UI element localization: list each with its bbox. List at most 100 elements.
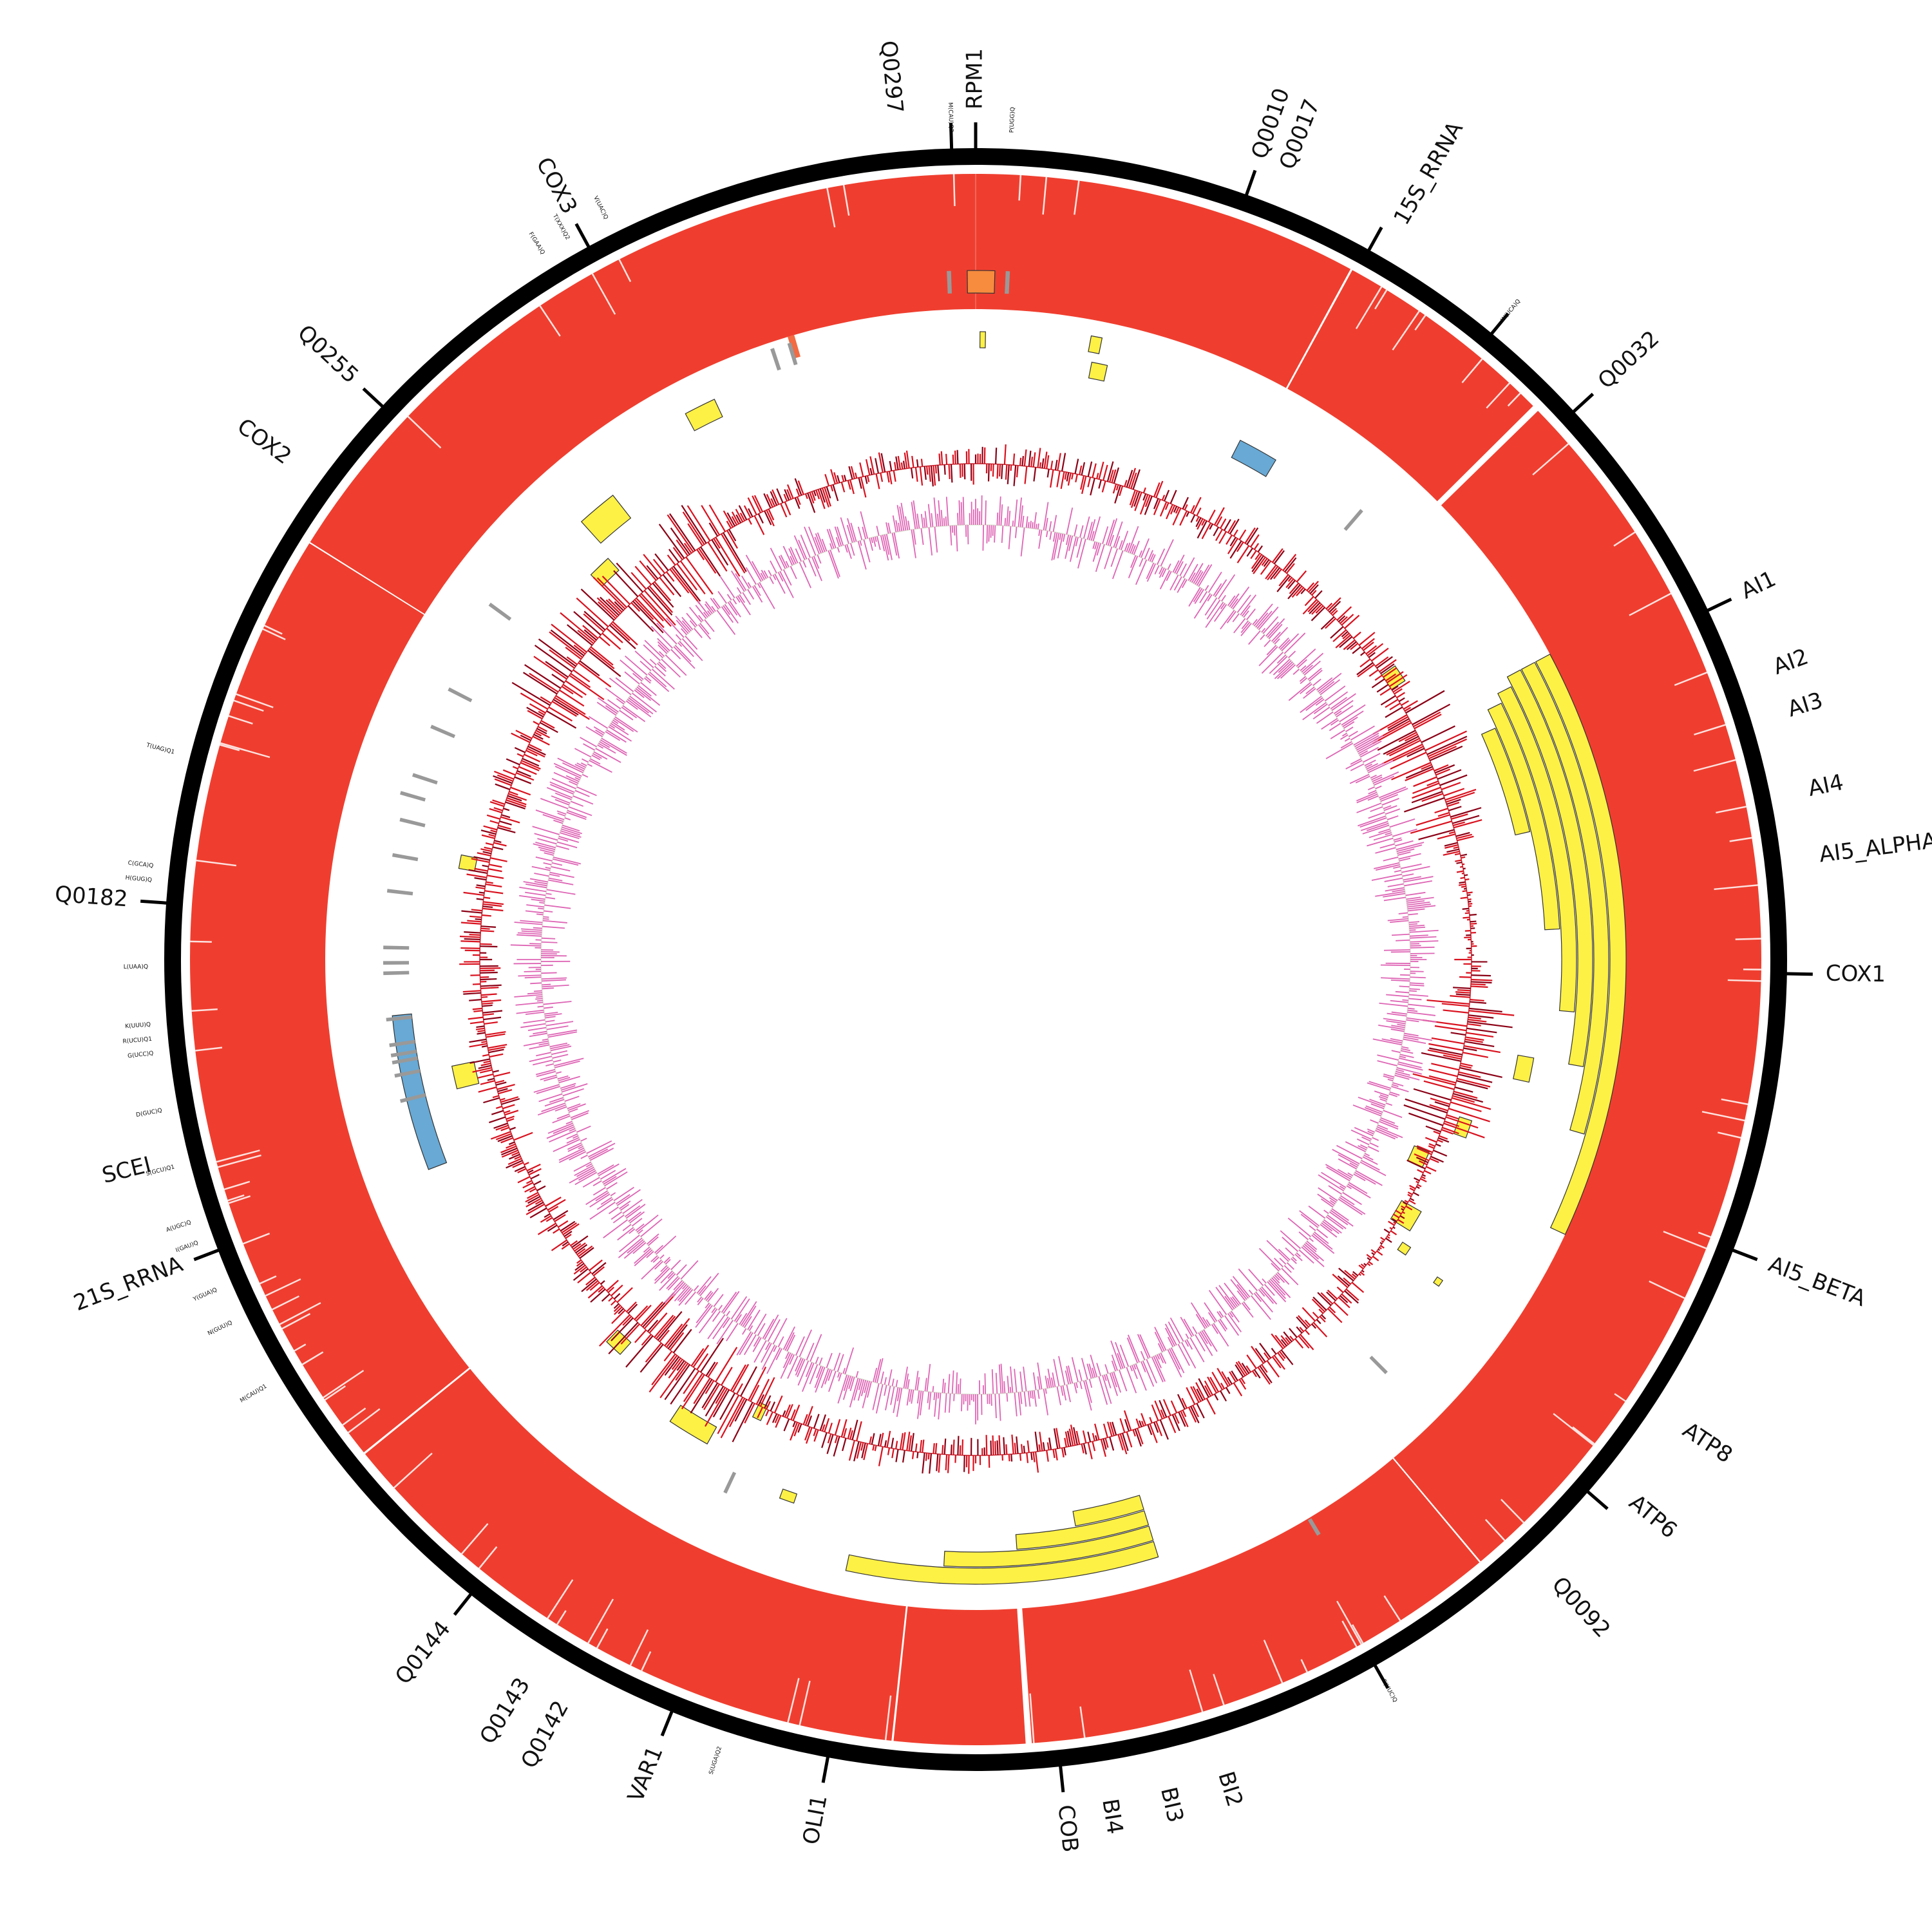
gc-skew-spike [497, 1083, 515, 1090]
gc-content-spike [871, 537, 873, 544]
gc-skew-spike [669, 1332, 685, 1350]
gc-skew-spike [1416, 1186, 1420, 1189]
gc-content-spike [928, 527, 933, 556]
gc-skew-spike [492, 1095, 499, 1099]
bi4-feature [943, 1526, 1154, 1567]
gc-content-spike [533, 990, 542, 992]
gc-content-spike [1387, 815, 1399, 820]
gc-content-spike [730, 1296, 748, 1320]
gc-content-spike [1144, 547, 1150, 560]
gc-content-spike [777, 1336, 784, 1347]
gc-skew-spike [495, 1079, 505, 1084]
gc-content-spike [1065, 535, 1070, 545]
gc-skew-spike [837, 475, 840, 483]
gc-skew-spike [672, 547, 683, 560]
gc-skew-spike [933, 1443, 935, 1454]
gc-skew-spike [573, 611, 601, 636]
gc-skew-spike [1367, 643, 1384, 656]
gc-content-spike [1079, 525, 1084, 538]
gc-skew-spike [1196, 1388, 1204, 1401]
gc-skew-spike [1028, 450, 1032, 467]
gc-content-spike [774, 573, 786, 594]
gc-skew-spike [1054, 1448, 1058, 1461]
gc-skew-spike [616, 562, 643, 593]
coverage-dip [279, 1302, 321, 1325]
gc-content-spike [1027, 522, 1030, 529]
gc-content-spike [747, 589, 755, 600]
gc-skew-spike [1300, 588, 1306, 594]
gc-skew-spike [525, 1193, 540, 1203]
gc-content-spike [1401, 1048, 1410, 1052]
gc-skew-spike [1181, 1397, 1188, 1409]
gc-skew-spike [667, 514, 694, 553]
gc-skew-spike [1218, 531, 1227, 544]
gc-content-spike [906, 1389, 911, 1406]
coverage-dip [1663, 1231, 1707, 1249]
gc-skew-spike [1456, 833, 1472, 839]
gc-skew-spike [576, 597, 609, 627]
gc-skew-spike [1135, 1418, 1141, 1428]
gc-skew-spike [705, 1386, 724, 1417]
gc-skew-spike [526, 1163, 541, 1171]
coverage-dip [191, 1008, 218, 1012]
gene-label: AI5_ALPHA [1818, 828, 1932, 867]
gc-content-spike [1264, 1283, 1275, 1296]
gc-content-spike [732, 598, 737, 605]
gc-skew-spike [1452, 1095, 1475, 1103]
gc-content-spike [628, 697, 649, 714]
gc-skew-spike [747, 497, 757, 515]
gc-content-spike [568, 1108, 578, 1113]
gc-content-spike [1402, 999, 1409, 1001]
gc-content-spike [1195, 571, 1204, 585]
gc-content-spike [1368, 830, 1391, 838]
gc-content-spike [1161, 568, 1167, 578]
gc-content-spike [1104, 1374, 1107, 1381]
gc-skew-spike [1190, 1406, 1200, 1424]
gc-skew-spike [1391, 685, 1399, 691]
gc-content-spike [1287, 1262, 1294, 1270]
gc-skew-spike [460, 922, 482, 925]
gc-content-spike [673, 646, 696, 669]
gc-skew-spike [663, 1350, 672, 1362]
gc-content-spike [876, 526, 880, 536]
gc-skew-spike [893, 470, 896, 482]
gc-skew-spike [1466, 1032, 1494, 1038]
gc-skew-spike [1417, 1169, 1424, 1173]
gc-content-spike [1387, 1079, 1394, 1082]
gc-skew-spike [1229, 1371, 1236, 1383]
ai5-alpha-feature [1520, 661, 1609, 1135]
gc-content-spike [1166, 571, 1172, 582]
gc-content-spike [1300, 677, 1307, 685]
gc-content-spike [1167, 563, 1171, 570]
gc-content-spike [814, 536, 822, 554]
gc-content-spike [1052, 532, 1056, 542]
gc-skew-spike [807, 1415, 813, 1426]
trna-label: T(UAG)Q1 [145, 742, 175, 755]
gc-skew-spike [878, 1446, 884, 1466]
gc-skew-spike [776, 488, 784, 504]
gc-skew-spike [1450, 807, 1482, 818]
gc-content-spike [597, 744, 604, 749]
gc-content-spike [1077, 538, 1086, 569]
coverage-dip [1698, 1231, 1711, 1238]
gc-skew-spike [770, 491, 778, 506]
gc-skew-spike [534, 645, 573, 672]
gc-content-spike [1218, 1320, 1227, 1332]
gc-skew-spike [1144, 495, 1153, 515]
gc-content-spike [1375, 847, 1396, 854]
gc-skew-spike [1255, 1348, 1266, 1363]
gc-content-spike [934, 526, 938, 553]
gc-skew-spike [1453, 846, 1459, 849]
gc-skew-spike [1375, 656, 1389, 667]
gc-skew-spike [1391, 1218, 1397, 1222]
gc-skew-spike [1352, 646, 1361, 654]
gc-skew-spike [828, 1423, 833, 1434]
gc-content-spike [1403, 876, 1421, 881]
gc-content-spike [742, 1305, 757, 1327]
gc-skew-spike [669, 569, 690, 594]
gc-skew-spike [1385, 1237, 1392, 1243]
gc-content-spike [681, 628, 688, 636]
gc-content-spike [517, 932, 542, 935]
gc-content-spike [1128, 556, 1139, 578]
gc-skew-spike [943, 1438, 947, 1455]
